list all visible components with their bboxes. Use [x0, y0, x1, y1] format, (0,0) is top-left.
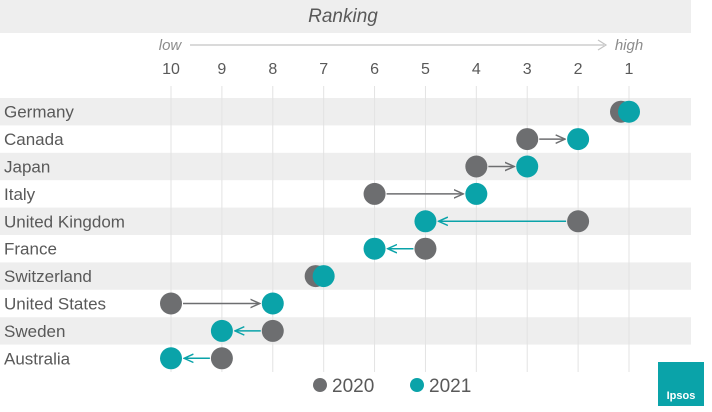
point-2021-sweden	[210, 319, 233, 342]
row-band	[0, 152, 691, 181]
row-band	[0, 317, 691, 345]
point-2021-germany	[618, 100, 640, 123]
point-2020-canada	[516, 128, 539, 151]
point-2021-switzerland	[312, 265, 335, 288]
title-band	[0, 0, 691, 33]
tick-label-2: 2	[574, 61, 583, 78]
chart-title: Ranking	[308, 6, 378, 27]
point-2021-canada	[567, 128, 590, 151]
point-2021-japan	[516, 155, 539, 178]
axis-low-label: low	[159, 37, 183, 54]
point-2021-united-states	[261, 292, 284, 315]
point-2021-france	[363, 237, 386, 260]
point-2020-sweden	[261, 319, 284, 342]
legend-swatch-2021	[410, 378, 424, 392]
point-2020-japan	[465, 155, 488, 178]
category-label-australia: Australia	[4, 349, 71, 368]
category-label-united-states: United States	[4, 295, 106, 314]
category-label-switzerland: Switzerland	[4, 267, 92, 286]
tick-label-7: 7	[319, 61, 328, 78]
legend-label-2021: 2021	[429, 376, 471, 397]
category-label-united-kingdom: United Kingdom	[4, 212, 125, 231]
category-label-japan: Japan	[4, 158, 50, 177]
axis-direction-arrowhead	[597, 39, 608, 51]
point-2020-united-kingdom	[567, 210, 590, 233]
point-2020-australia	[210, 347, 233, 370]
category-label-sweden: Sweden	[4, 322, 65, 341]
point-2021-united-kingdom	[414, 210, 437, 233]
tick-label-3: 3	[523, 61, 532, 78]
tick-label-8: 8	[268, 61, 277, 78]
row-band	[0, 262, 691, 290]
tick-label-4: 4	[472, 61, 481, 78]
tick-label-9: 9	[217, 61, 226, 78]
legend-label-2020: 2020	[332, 376, 374, 397]
category-label-germany: Germany	[4, 103, 74, 122]
tick-label-1: 1	[625, 61, 634, 78]
point-2020-italy	[363, 182, 386, 205]
category-label-canada: Canada	[4, 130, 64, 149]
ipsos-logo: Ipsos	[658, 362, 704, 406]
legend-swatch-2020	[313, 378, 327, 392]
category-label-italy: Italy	[4, 185, 36, 204]
point-2020-united-states	[160, 292, 182, 315]
tick-label-5: 5	[421, 61, 430, 78]
point-2021-australia	[160, 347, 182, 370]
row-band	[0, 98, 691, 126]
point-2020-france	[414, 237, 437, 260]
tick-label-6: 6	[370, 61, 379, 78]
category-label-france: France	[4, 240, 57, 259]
axis-high-label: high	[615, 37, 643, 54]
tick-label-10: 10	[162, 61, 180, 78]
point-2021-italy	[465, 182, 488, 205]
